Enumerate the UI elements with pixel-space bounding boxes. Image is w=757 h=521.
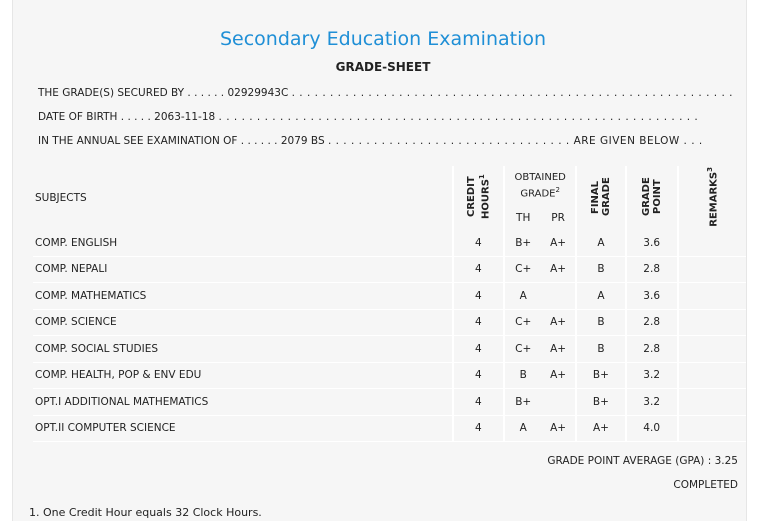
cell-credit-hours: 4 [451, 336, 504, 363]
sheet-subtitle: GRADE-SHEET [335, 60, 431, 74]
info-line3-prefix: IN THE ANNUAL SEE EXAMINATION OF . . . .… [38, 135, 278, 147]
symbol-number: 02929943C [227, 87, 289, 99]
cell-practical-grade: A+ [541, 336, 576, 363]
cell-theory-grade: B+ [503, 389, 542, 416]
cell-final-grade: B [575, 336, 625, 363]
cell-final-grade: A [575, 230, 625, 257]
info-line-grades-secured: THE GRADE(S) SECURED BY . . . . . . 0292… [38, 87, 733, 99]
cell-theory-grade: A [503, 283, 542, 310]
cell-credit-hours: 4 [451, 389, 504, 416]
info-line1-suffix: . . . . . . . . . . . . . . . . . . . . … [291, 87, 733, 99]
header-remarks: REMARKS3 [676, 166, 747, 230]
cell-remarks [676, 415, 746, 442]
table-row: COMP. SCIENCE 4 C+ A+ B 2.8 [33, 309, 746, 336]
info-line1-prefix: THE GRADE(S) SECURED BY . . . . . . [38, 87, 225, 99]
info-line3-suffix: . . . . . . . . . . . . . . . . . . . . … [327, 135, 703, 147]
footnote-credit-hours: 1. One Credit Hour equals 32 Clock Hours… [29, 506, 262, 519]
cell-credit-hours: 4 [451, 362, 504, 389]
cell-grade-point: 4.0 [624, 415, 677, 442]
cell-final-grade: B [575, 256, 625, 283]
cell-practical-grade: A+ [541, 230, 576, 257]
info-line-exam: IN THE ANNUAL SEE EXAMINATION OF . . . .… [38, 135, 703, 147]
cell-credit-hours: 4 [451, 256, 504, 283]
info-line2-suffix: . . . . . . . . . . . . . . . . . . . . … [218, 111, 699, 123]
cell-subject: COMP. NEPALI [33, 257, 452, 283]
cell-grade-point: 3.6 [624, 230, 677, 257]
cell-subject: COMP. ENGLISH [33, 230, 452, 257]
cell-practical-grade: A+ [541, 416, 576, 442]
cell-grade-point: 2.8 [624, 309, 677, 336]
cell-final-grade: A+ [575, 415, 625, 442]
exam-title: Secondary Education Examination [219, 28, 547, 50]
table-row: COMP. MATHEMATICS 4 A A 3.6 [33, 283, 746, 310]
cell-remarks [676, 230, 746, 257]
cell-remarks [676, 256, 746, 283]
cell-credit-hours: 4 [451, 415, 504, 442]
table-row: OPT.I ADDITIONAL MATHEMATICS 4 B+ B+ 3.2 [33, 389, 746, 416]
table-row: COMP. ENGLISH 4 B+ A+ A 3.6 [33, 230, 746, 257]
cell-credit-hours: 4 [451, 309, 504, 336]
header-subjects: SUBJECTS [35, 192, 87, 204]
exam-year: 2079 BS [280, 135, 325, 147]
cell-subject: COMP. HEALTH, POP & ENV EDU [33, 363, 452, 389]
date-of-birth: 2063-11-18 [154, 111, 216, 123]
cell-practical-grade: A+ [541, 310, 576, 336]
cell-credit-hours: 4 [451, 283, 504, 310]
cell-final-grade: A [575, 283, 625, 310]
cell-theory-grade: C+ [503, 256, 542, 283]
cell-theory-grade: B+ [503, 230, 542, 257]
header-grade-point: GRADE POINT [624, 166, 677, 230]
cell-practical-grade [541, 283, 576, 310]
cell-practical-grade [541, 389, 576, 416]
cell-final-grade: B+ [575, 389, 625, 416]
cell-practical-grade: A+ [541, 257, 576, 283]
info-line-dob: DATE OF BIRTH . . . . . 2063-11-18 . . .… [38, 111, 698, 123]
cell-grade-point: 3.2 [624, 362, 677, 389]
table-row: COMP. HEALTH, POP & ENV EDU 4 B A+ B+ 3.2 [33, 362, 746, 389]
cell-final-grade: B [575, 309, 625, 336]
cell-grade-point: 3.2 [624, 389, 677, 416]
cell-grade-point: 2.8 [624, 256, 677, 283]
header-th: TH [503, 206, 541, 230]
cell-remarks [676, 336, 746, 363]
cell-remarks [676, 309, 746, 336]
header-final-grade: FINAL GRADE [575, 166, 625, 230]
cell-grade-point: 2.8 [624, 336, 677, 363]
cell-theory-grade: C+ [503, 309, 542, 336]
header-obtained-grade: OBTAINED GRADE2 [503, 166, 575, 206]
table-row: OPT.II COMPUTER SCIENCE 4 A A+ A+ 4.0 [33, 415, 746, 442]
cell-remarks [676, 389, 746, 416]
cell-subject: COMP. MATHEMATICS [33, 283, 452, 310]
info-line2-prefix: DATE OF BIRTH . . . . . [38, 111, 151, 123]
cell-subject: OPT.I ADDITIONAL MATHEMATICS [33, 389, 452, 416]
header-credit-hours: CREDIT HOURS1 [451, 166, 504, 230]
cell-theory-grade: A [503, 415, 542, 442]
grade-sheet: Secondary Education Examination GRADE-SH… [12, 0, 747, 521]
cell-theory-grade: B [503, 362, 542, 389]
header-pr: PR [551, 212, 565, 224]
table-row: COMP. NEPALI 4 C+ A+ B 2.8 [33, 256, 746, 283]
cell-practical-grade: A+ [541, 363, 576, 389]
cell-theory-grade: C+ [503, 336, 542, 363]
cell-remarks [676, 283, 746, 310]
cell-grade-point: 3.6 [624, 283, 677, 310]
cell-subject: COMP. SCIENCE [33, 310, 452, 336]
cell-credit-hours: 4 [451, 230, 504, 257]
cell-remarks [676, 362, 746, 389]
table-row: COMP. SOCIAL STUDIES 4 C+ A+ B 2.8 [33, 336, 746, 363]
cell-final-grade: B+ [575, 362, 625, 389]
cell-subject: OPT.II COMPUTER SCIENCE [33, 416, 452, 442]
grades-table: SUBJECTS CREDIT HOURS1 OBTAINED GRADE2 F… [33, 166, 746, 442]
result-status: COMPLETED [673, 479, 738, 491]
gpa-summary: GRADE POINT AVERAGE (GPA) : 3.25 [547, 455, 738, 467]
cell-subject: COMP. SOCIAL STUDIES [33, 336, 452, 363]
